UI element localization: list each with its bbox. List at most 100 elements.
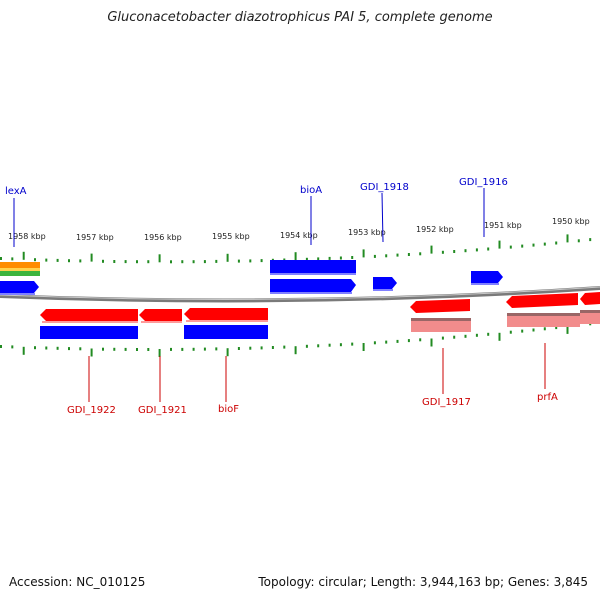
genome-backbone [0,286,600,303]
tick-mark [11,345,14,349]
tick-mark [373,341,376,345]
tick-mark [158,349,161,357]
tick-label-1955: 1955 kbp [212,232,250,241]
gene-prfA-feature[interactable] [506,293,578,308]
tick-mark [373,254,376,258]
tick-mark [0,257,2,260]
gene-label-GDI_1917[interactable]: GDI_1917 [422,397,471,408]
gene-bioF-feature[interactable] [184,308,268,320]
tick-mark [226,253,229,262]
gene-GDI_1918-feature[interactable] [373,277,397,289]
gene-label-GDI_1921[interactable]: GDI_1921 [138,405,187,416]
tick-mark [339,343,342,347]
tick-mark [260,346,263,350]
tick-mark [260,259,263,263]
gene-GDI_1917-feature[interactable] [410,299,470,313]
gene-label-bioF[interactable]: bioF [218,404,239,415]
tick-mark [475,333,478,337]
tick-label-1957: 1957 kbp [76,233,114,242]
gene-bioA-upper-feature[interactable] [270,260,356,273]
tick-mark [328,343,331,347]
tick-mark [181,260,184,264]
tick-mark [124,347,127,351]
tick-mark [34,258,36,262]
tick-mark [68,259,70,263]
tick-mark [498,332,501,341]
gene-GDI_1922-lower-feature[interactable] [40,326,138,339]
tick-mark [396,339,399,343]
tick-mark [283,345,286,349]
tick-mark [294,252,297,261]
leader-lines-top [13,188,485,247]
tick-mark [532,243,535,247]
tick-mark [215,347,218,351]
tick-mark [532,328,535,332]
tick-mark [22,346,25,355]
tick-mark [566,325,569,334]
tick-mark [430,245,433,254]
tick-mark [407,339,410,343]
gene-lexA-feature[interactable] [0,262,40,268]
tick-mark [249,346,252,350]
gene-label-bioA[interactable]: bioA [300,185,322,196]
gene-label-prfA[interactable]: prfA [537,392,558,403]
tick-mark [317,257,320,261]
tick-label-1954: 1954 kbp [280,231,318,240]
tick-mark [237,259,240,263]
gene-label-GDI_1918[interactable]: GDI_1918 [360,182,409,193]
tick-mark [192,347,195,351]
tick-mark [271,346,274,349]
tick-mark [11,257,14,261]
gene-label-GDI_1922[interactable]: GDI_1922 [67,405,116,416]
tick-mark [498,240,501,249]
tick-mark [0,345,2,348]
gene-bioF-lower-feature[interactable] [184,325,268,339]
gene-GDI_1922-feature[interactable] [40,309,138,321]
gene-GDI_1916-feature[interactable] [471,271,503,283]
tick-mark [136,260,138,264]
gene-label-lexA[interactable]: lexA [5,186,27,197]
tick-mark [90,348,93,357]
tick-label-1958: 1958 kbp [8,232,46,241]
tick-mark [170,260,172,264]
tick-mark [45,258,48,262]
tick-mark [90,253,93,262]
tick-mark [555,241,558,245]
tick-mark [362,343,365,351]
tick-mark [45,346,48,350]
tick-mark [56,346,59,350]
tick-mark [203,347,206,351]
tick-mark [351,342,354,346]
tick-mark [170,347,172,351]
tick-mark [407,253,410,256]
tick-mark [124,260,127,264]
tick-label-1950: 1950 kbp [552,217,590,226]
tick-mark [589,238,592,242]
tick-mark [136,348,138,351]
tick-mark [181,347,184,351]
gene-blue-left-feature[interactable] [0,281,39,293]
gene-GDI_1921-feature[interactable] [139,309,182,321]
tick-mark [543,242,546,246]
gene-right-edge-feature[interactable] [580,292,600,305]
tick-label-1952: 1952 kbp [416,225,454,234]
tick-mark [215,259,218,263]
tick-mark [521,244,524,248]
tick-label-1956: 1956 kbp [144,233,182,242]
tick-mark [56,258,59,262]
gene-label-GDI_1916[interactable]: GDI_1916 [459,177,508,188]
tick-mark [566,234,569,243]
tick-label-1951: 1951 kbp [484,221,522,230]
tick-mark [509,245,512,249]
tick-mark [521,329,524,333]
tick-mark [113,260,116,263]
tick-mark [226,348,229,357]
tick-mark [249,259,252,263]
tick-mark [487,247,490,251]
gene-bioA-feature[interactable] [270,279,356,292]
tick-mark [543,327,546,331]
tick-mark [419,252,422,256]
tick-mark [34,346,36,350]
tick-mark [487,332,490,336]
